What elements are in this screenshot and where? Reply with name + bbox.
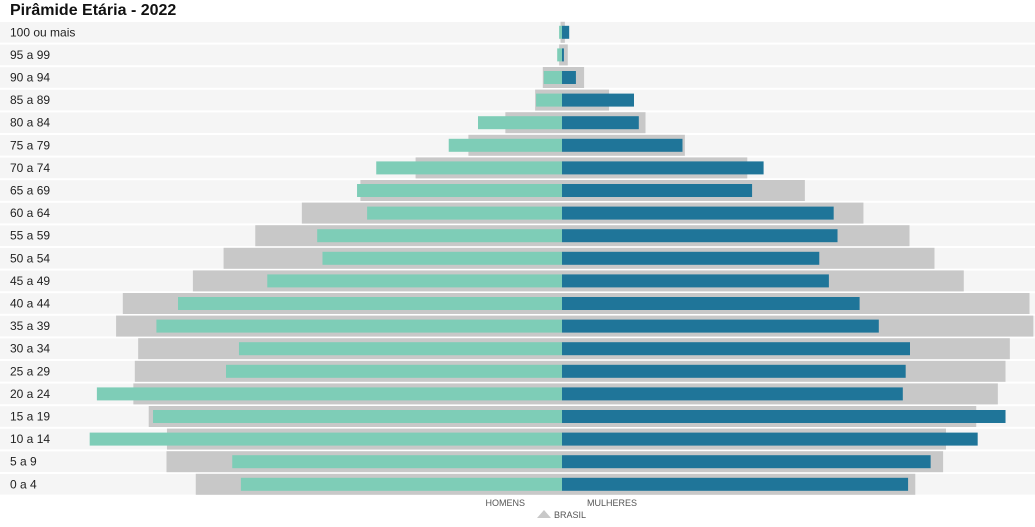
homens-bar	[226, 364, 562, 378]
mulheres-bar	[562, 116, 639, 130]
homens-bar	[557, 48, 562, 62]
mulheres-bar	[562, 274, 829, 288]
age-group-label: 70 a 74	[10, 161, 50, 175]
mulheres-bar	[562, 432, 978, 446]
homens-bar	[367, 206, 562, 220]
mulheres-bar	[562, 387, 903, 401]
age-group-label: 80 a 84	[10, 116, 50, 130]
homens-bar	[240, 477, 562, 491]
mulheres-bar	[562, 138, 683, 152]
mulheres-bar	[562, 251, 820, 265]
homens-bar	[448, 138, 562, 152]
age-group-label: 95 a 99	[10, 48, 50, 62]
homens-bar	[536, 93, 562, 107]
homens-bar	[317, 229, 562, 243]
brasil-bar-right	[562, 44, 568, 66]
homens-bar	[267, 274, 562, 288]
age-group-label: 15 a 19	[10, 410, 50, 424]
homens-bar	[178, 297, 562, 310]
age-group-label: 30 a 34	[10, 342, 50, 356]
age-group-label: 60 a 64	[10, 206, 50, 220]
homens-bar	[96, 387, 562, 401]
mulheres-bar	[562, 410, 1006, 423]
homens-bar	[559, 25, 562, 39]
homens-bar	[376, 161, 562, 175]
age-group-label: 5 a 9	[10, 455, 37, 469]
age-group-label: 65 a 69	[10, 184, 50, 198]
mulheres-bar	[562, 161, 764, 175]
age-group-label: 20 a 24	[10, 387, 50, 401]
mulheres-bar	[562, 229, 838, 243]
age-group-label: 55 a 59	[10, 229, 50, 243]
age-group-label: 0 a 4	[10, 477, 37, 491]
brasil-legend-icon	[537, 510, 551, 518]
homens-bar	[89, 432, 563, 446]
homens-bar	[322, 251, 562, 265]
mulheres-bar	[562, 477, 909, 491]
age-group-label: 90 a 94	[10, 71, 50, 85]
mulheres-bar	[562, 319, 879, 333]
row-stripe	[0, 89, 1035, 111]
mulheres-bar	[562, 25, 570, 39]
homens-bar	[238, 342, 562, 356]
age-group-label: 45 a 49	[10, 274, 50, 288]
homens-bar	[232, 455, 563, 469]
age-group-label: 100 ou mais	[10, 25, 75, 39]
mulheres-bar	[562, 206, 834, 220]
legend-homens: HOMENS	[485, 498, 525, 508]
mulheres-bar	[562, 455, 931, 469]
mulheres-bar	[562, 342, 910, 356]
age-group-label: 10 a 14	[10, 432, 50, 446]
homens-bar	[357, 184, 562, 197]
chart-title: Pirâmide Etária - 2022	[10, 2, 177, 19]
mulheres-bar	[562, 71, 576, 84]
legend-mulheres: MULHERES	[587, 498, 637, 508]
homens-bar	[153, 410, 563, 423]
age-group-label: 40 a 44	[10, 297, 50, 311]
mulheres-bar	[562, 93, 634, 107]
legend-brasil: BRASIL	[554, 510, 586, 520]
mulheres-bar	[562, 48, 564, 62]
age-group-label: 50 a 54	[10, 251, 50, 265]
homens-bar	[156, 319, 562, 333]
homens-bar	[543, 71, 562, 84]
row-stripe	[0, 44, 1035, 66]
row-stripe	[0, 67, 1035, 88]
homens-bar	[478, 116, 562, 130]
age-group-label: 85 a 89	[10, 93, 50, 107]
row-stripe	[0, 22, 1035, 43]
mulheres-bar	[562, 184, 753, 197]
mulheres-bar	[562, 364, 906, 378]
age-group-label: 75 a 79	[10, 138, 50, 152]
age-group-label: 35 a 39	[10, 319, 50, 333]
age-group-label: 25 a 29	[10, 364, 50, 378]
mulheres-bar	[562, 297, 860, 310]
